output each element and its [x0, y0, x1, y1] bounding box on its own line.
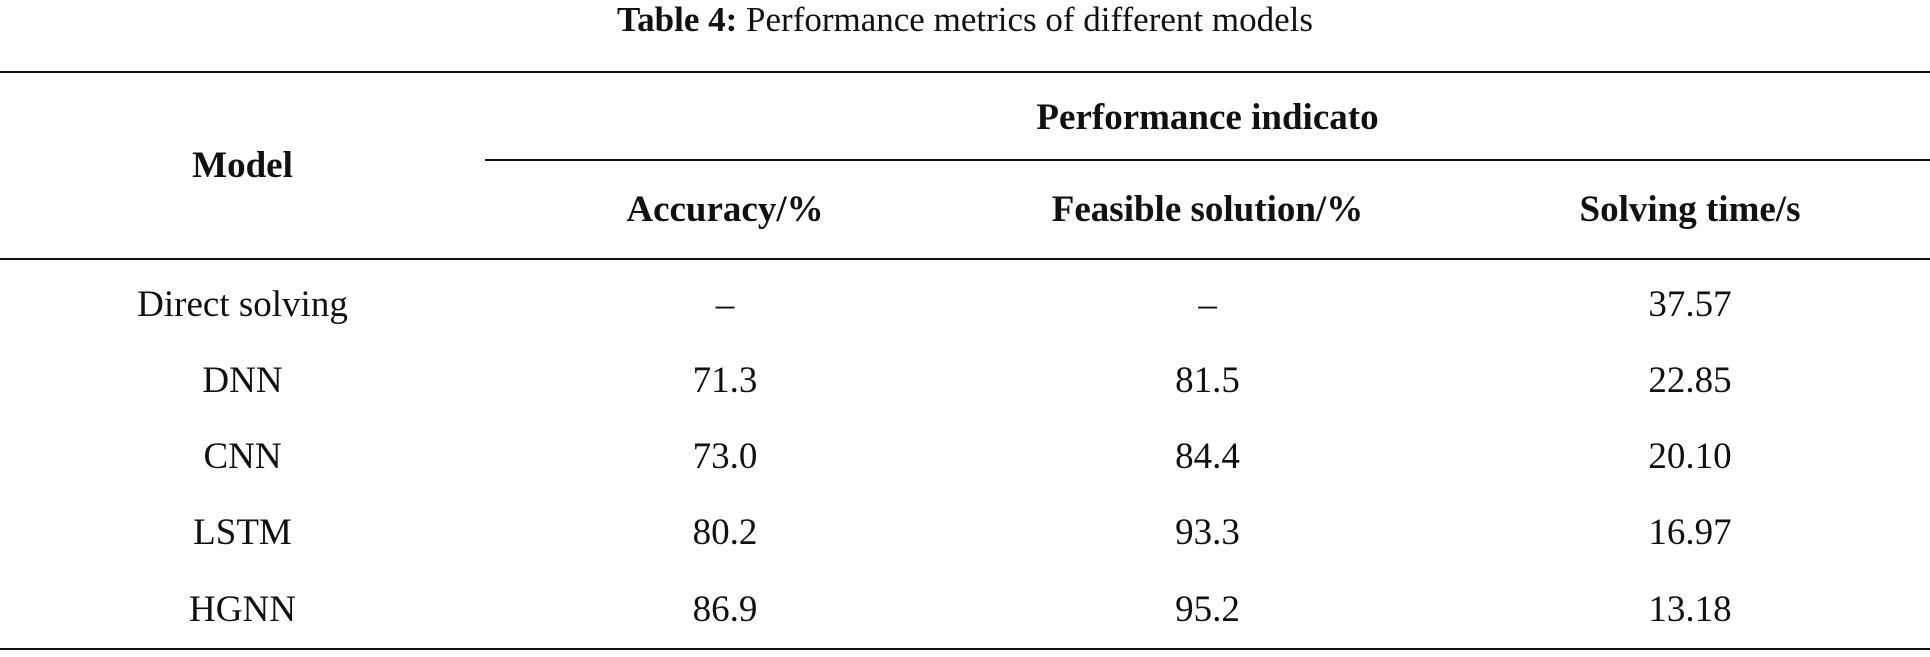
cell-model: DNN — [202, 359, 283, 401]
cell-time: 16.97 — [1648, 511, 1732, 553]
group-header-rule — [485, 159, 1930, 161]
cell-feasible: 84.4 — [1175, 435, 1240, 477]
table-row: LSTM 80.2 93.3 16.97 — [0, 494, 1930, 570]
cell-feasible: 81.5 — [1175, 359, 1240, 401]
cell-feasible: – — [1198, 283, 1217, 325]
column-group-header: Performance indicato — [485, 71, 1930, 161]
table-row: Direct solving – – 37.57 — [0, 259, 1930, 342]
table-caption: Table 4: Performance metrics of differen… — [0, 0, 1930, 46]
cell-time: 13.18 — [1450, 570, 1930, 650]
cell-accuracy: 71.3 — [692, 359, 758, 401]
header-row-columns: Accuracy/% Feasible solution/% Solving t… — [0, 161, 1930, 260]
table-row: DNN 71.3 81.5 22.85 — [0, 342, 1930, 418]
column-group-header-label: Performance indicato — [1036, 96, 1379, 138]
cell-feasible: 93.3 — [1175, 511, 1240, 553]
column-header-accuracy: Accuracy/% — [485, 161, 965, 260]
table-row: CNN 73.0 84.4 20.10 — [0, 418, 1930, 494]
table-caption-text: Performance metrics of different models — [737, 0, 1313, 39]
cell-model: Direct solving — [137, 283, 348, 325]
cell-accuracy: 80.2 — [692, 511, 758, 553]
column-header-solving-time: Solving time/s — [1450, 161, 1930, 260]
header-row-group: Model Performance indicato — [0, 71, 1930, 260]
cell-model: CNN — [203, 435, 282, 477]
cell-model: HGNN — [0, 570, 485, 650]
column-header-feasible-solution: Feasible solution/% — [965, 161, 1450, 260]
performance-table: Model Performance indicato Accuracy/% Fe… — [0, 71, 1930, 650]
table-row: HGNN 86.9 95.2 13.18 — [0, 570, 1930, 650]
cell-time: 20.10 — [1648, 435, 1732, 477]
cell-accuracy: 86.9 — [485, 570, 965, 650]
cell-time: 37.57 — [1648, 283, 1732, 325]
table-caption-label: Table 4: — [617, 0, 738, 39]
cell-accuracy: – — [715, 283, 735, 325]
cell-accuracy: 73.0 — [692, 435, 758, 477]
column-header-model: Model — [0, 71, 485, 260]
cell-feasible: 95.2 — [965, 570, 1450, 650]
cell-time: 22.85 — [1648, 359, 1732, 401]
cell-model: LSTM — [193, 511, 292, 553]
